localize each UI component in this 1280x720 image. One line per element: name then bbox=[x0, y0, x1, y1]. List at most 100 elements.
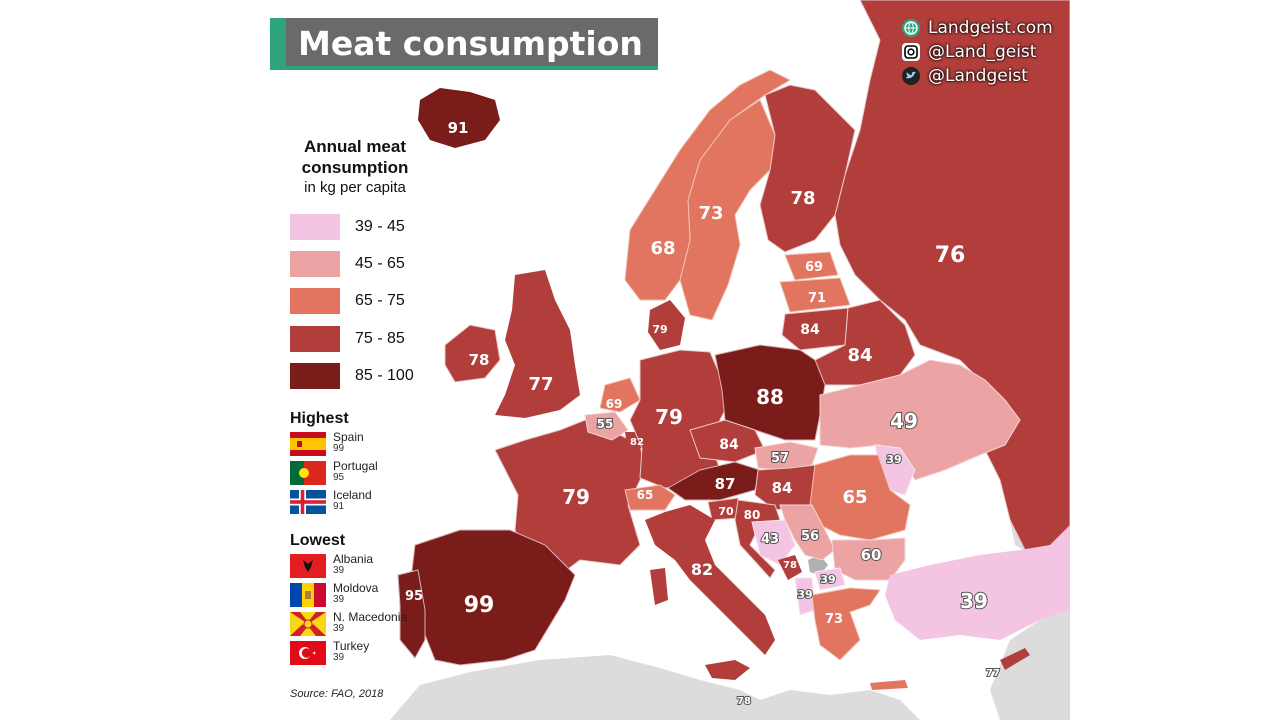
label-belarus: 84 bbox=[847, 345, 872, 366]
turkey-flag-icon bbox=[290, 641, 326, 665]
north-macedonia-flag-icon bbox=[290, 612, 326, 636]
label-bosnia: 43 bbox=[761, 532, 779, 547]
rank-item-moldova: Moldova 39 bbox=[290, 582, 420, 612]
rank-value: 99 bbox=[333, 443, 345, 454]
legend-item: 65 - 75 bbox=[285, 283, 425, 320]
map-svg bbox=[390, 0, 1070, 720]
label-switzerland: 65 bbox=[637, 488, 654, 502]
country-switzerland bbox=[624, 484, 676, 511]
label-moldova: 39 bbox=[886, 453, 901, 466]
label-belgium: 55 bbox=[597, 417, 614, 431]
label-netherlands: 69 bbox=[606, 397, 623, 411]
social-website-text: Landgeist.com bbox=[928, 18, 1053, 38]
country-italy-sardinia bbox=[650, 568, 668, 605]
social-twitter[interactable]: @Landgeist bbox=[902, 64, 1053, 88]
legend-swatch bbox=[290, 363, 340, 390]
country-greece-crete bbox=[870, 680, 908, 690]
label-ireland: 78 bbox=[469, 351, 490, 369]
legend-swatch bbox=[290, 325, 340, 352]
label-czechia: 84 bbox=[719, 437, 739, 453]
label-malta: 78 bbox=[737, 696, 751, 707]
legend-title: Annual meat consumption bbox=[301, 137, 409, 177]
legend-label: 39 - 45 bbox=[355, 217, 405, 235]
social-instagram-text: @Land_geist bbox=[928, 42, 1037, 62]
label-greece: 73 bbox=[825, 612, 843, 627]
rank-item-iceland: Iceland 91 bbox=[290, 489, 420, 519]
legend-label: 65 - 75 bbox=[355, 292, 405, 310]
page-title: Meat consumption bbox=[298, 24, 643, 63]
label-turkey: 39 bbox=[960, 589, 988, 613]
europe-map: 76 78 73 68 91 69 71 84 84 79 78 77 69 5… bbox=[270, 0, 1070, 720]
legend-label: 45 - 65 bbox=[355, 255, 405, 273]
portugal-flag-icon bbox=[290, 461, 326, 485]
label-latvia: 71 bbox=[808, 291, 826, 306]
legend-swatch bbox=[290, 251, 340, 278]
country-italy bbox=[645, 505, 775, 655]
rank-item-albania: Albania 39 bbox=[290, 552, 420, 583]
legend-label: 85 - 100 bbox=[355, 367, 414, 385]
legend-swatch bbox=[290, 288, 340, 315]
rank-name: Albania bbox=[333, 552, 374, 566]
rank-name: Portugal bbox=[333, 459, 378, 473]
legend: Annual meat consumption in kg per capita… bbox=[285, 136, 425, 395]
twitter-icon bbox=[902, 67, 920, 85]
country-norway bbox=[624, 69, 792, 301]
label-slovenia: 70 bbox=[718, 505, 734, 518]
rank-item-portugal: Portugal 95 bbox=[290, 459, 420, 490]
lowest-heading: Lowest bbox=[290, 532, 346, 549]
rank-value: 39 bbox=[333, 652, 345, 663]
lowest-ranking: Lowest Albania 39 Moldova 39 N. Macedonia 3… bbox=[290, 532, 420, 670]
highest-heading: Highest bbox=[290, 410, 349, 427]
label-poland: 88 bbox=[756, 385, 784, 409]
label-romania: 65 bbox=[842, 487, 867, 508]
rank-value: 39 bbox=[333, 623, 345, 634]
spain-flag-icon bbox=[290, 432, 326, 456]
country-ireland bbox=[444, 324, 501, 383]
label-denmark: 79 bbox=[652, 323, 667, 336]
country-iceland bbox=[418, 88, 500, 148]
label-slovakia: 57 bbox=[771, 451, 789, 466]
label-russia: 76 bbox=[935, 243, 966, 268]
country-italy-sicily bbox=[705, 660, 750, 680]
label-cyprus: 77 bbox=[986, 668, 1000, 679]
value-labels: 76 78 73 68 91 69 71 84 84 79 78 77 69 5… bbox=[405, 119, 1001, 708]
rank-item-north-macedonia: N. Macedonia 39 bbox=[290, 611, 420, 641]
rank-value: 91 bbox=[333, 501, 345, 512]
label-hungary: 84 bbox=[772, 479, 793, 497]
country-netherlands bbox=[599, 377, 641, 413]
country-estonia bbox=[784, 251, 839, 281]
country-denmark bbox=[648, 300, 685, 350]
country-montenegro bbox=[778, 555, 802, 580]
highest-ranking: Highest Spain 99 Portugal 95 Iceland 91 bbox=[290, 410, 420, 519]
social-links: Landgeist.com @Land_geist @Landgeist bbox=[902, 16, 1053, 88]
country-cyprus bbox=[1000, 648, 1030, 670]
legend-swatch bbox=[290, 213, 340, 240]
country-turkey bbox=[885, 525, 1070, 640]
rank-name: Spain bbox=[333, 430, 364, 444]
legend-label: 75 - 85 bbox=[355, 329, 405, 347]
iceland-flag-icon bbox=[290, 490, 326, 514]
social-instagram[interactable]: @Land_geist bbox=[902, 40, 1053, 64]
country-belgium bbox=[584, 411, 629, 441]
label-italy: 82 bbox=[691, 560, 713, 579]
label-croatia: 80 bbox=[744, 508, 761, 522]
label-finland: 78 bbox=[790, 188, 815, 209]
label-iceland: 91 bbox=[448, 119, 469, 137]
country-lithuania bbox=[781, 307, 849, 351]
globe-icon bbox=[902, 19, 920, 37]
rank-item-turkey: Turkey 39 bbox=[290, 640, 420, 670]
label-ukraine: 49 bbox=[890, 409, 918, 433]
legend-subtitle: in kg per capita bbox=[304, 179, 406, 196]
label-uk: 77 bbox=[528, 374, 553, 395]
social-website[interactable]: Landgeist.com bbox=[902, 16, 1053, 40]
region-middle-east bbox=[990, 610, 1070, 720]
label-albania: 39 bbox=[797, 588, 812, 601]
country-north-macedonia bbox=[814, 567, 846, 591]
country-finland bbox=[759, 84, 856, 253]
label-lithuania: 84 bbox=[800, 322, 820, 338]
country-greece bbox=[811, 587, 881, 661]
legend-item: 75 - 85 bbox=[285, 320, 425, 357]
label-portugal: 95 bbox=[405, 589, 423, 604]
albania-flag-icon bbox=[290, 554, 326, 578]
title-banner: Meat consumption bbox=[270, 18, 658, 70]
